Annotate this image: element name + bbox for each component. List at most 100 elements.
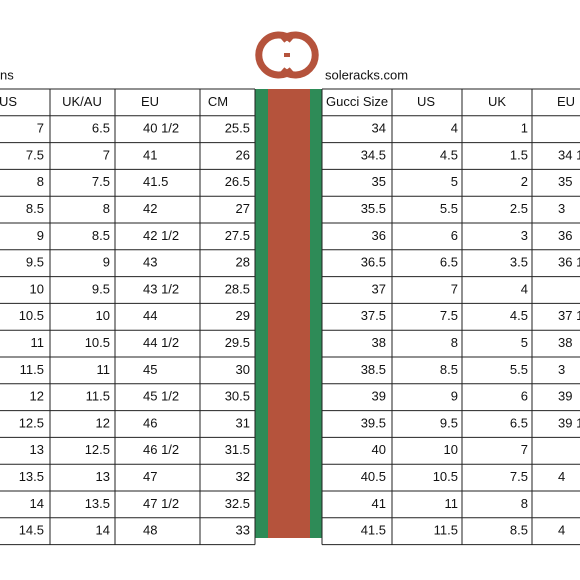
cell: 10 [96,308,110,323]
cell: 48 [143,523,157,538]
column-header: CM [208,94,228,109]
cell: 47 1/2 [143,496,179,511]
cell: 7.5 [440,308,458,323]
cell: 3.5 [510,255,528,270]
cell: 42 1/2 [143,228,179,243]
cell: 8.5 [440,362,458,377]
cell: 11.5 [20,362,44,377]
cell: 4 [558,469,565,484]
cell: 36.5 [361,255,386,270]
cell: 6 [451,228,458,243]
cell: 11 [445,496,459,511]
cell: 39 [372,389,386,404]
cell: 14.5 [19,523,44,538]
cell: 47 [143,469,157,484]
cell: 3 [521,228,528,243]
cell: 26 [236,147,250,162]
cell: 35 [372,174,386,189]
cell: 46 1/2 [143,442,179,457]
cell: 42 [143,201,157,216]
cell: 34.5 [361,147,386,162]
cell: 6.5 [92,121,110,136]
cell: 7.5 [510,469,528,484]
cell: 40 1/2 [143,121,179,136]
cell: 45 [143,362,157,377]
cell: 10.5 [85,335,110,350]
cell: 3 [558,201,565,216]
column-header: US [0,94,17,109]
cell: 5 [451,174,458,189]
cell: 7.5 [92,174,110,189]
cell: 30.5 [225,389,250,404]
cell: 14 [96,523,110,538]
cell: 10.5 [433,469,458,484]
cell: 37 [372,281,386,296]
cell: 39.5 [361,415,386,430]
cell: 28 [236,255,250,270]
cell: 9.5 [26,255,44,270]
cell: 31.5 [225,442,250,457]
cell: 39 [558,389,572,404]
cell: 26.5 [225,174,250,189]
cell: 6 [521,389,528,404]
cell: 35.5 [361,201,386,216]
cell: 11 [31,335,45,350]
cell: 25.5 [225,121,250,136]
cell: 29 [236,308,250,323]
cell: 37.5 [361,308,386,323]
cell: 38.5 [361,362,386,377]
cell: 38 [372,335,386,350]
cell: 40 [372,442,386,457]
cell: 7 [37,121,44,136]
cell: 2 [521,174,528,189]
cell: 3 [558,362,565,377]
cell: 43 1/2 [143,281,179,296]
cell: 4.5 [440,147,458,162]
cell: 34 1 [558,147,580,162]
cell: 35 [558,174,572,189]
cell: 32.5 [225,496,250,511]
cell: 39 1 [558,415,580,430]
cell: 8.5 [510,523,528,538]
cell: 13.5 [85,496,110,511]
cell: 4 [451,121,458,136]
cell: 45 1/2 [143,389,179,404]
cell: 8 [451,335,458,350]
cell: 5.5 [510,362,528,377]
cell: 9 [103,255,110,270]
cell: 36 1 [558,255,580,270]
left-label: ns [0,67,14,82]
column-header: EU [557,94,575,109]
cell: 13 [96,469,110,484]
cell: 7 [521,442,528,457]
cell: 1.5 [510,147,528,162]
cell: 44 1/2 [143,335,179,350]
logo [255,31,319,79]
cell: 30 [236,362,250,377]
cell: 41 [372,496,386,511]
cell: 13 [30,442,44,457]
cell: 12 [30,389,44,404]
cell: 4 [521,281,528,296]
cell: 12.5 [19,415,44,430]
column-header: Gucci Size [326,94,388,109]
cell: 12.5 [85,442,110,457]
cell: 27.5 [225,228,250,243]
stripe-green [310,89,322,538]
cell: 11.5 [86,389,110,404]
cell: 8.5 [26,201,44,216]
cell: 40.5 [361,469,386,484]
cell: 7.5 [26,147,44,162]
cell: 9.5 [92,281,110,296]
cell: 10 [30,281,44,296]
cell: 9 [451,389,458,404]
cell: 46 [143,415,157,430]
column-header: EU [141,94,159,109]
site: soleracks.com [325,67,408,82]
cell: 37 1 [558,308,580,323]
cell: 34 [372,121,386,136]
column-header: US [417,94,435,109]
cell: 4.5 [510,308,528,323]
cell: 10 [444,442,458,457]
